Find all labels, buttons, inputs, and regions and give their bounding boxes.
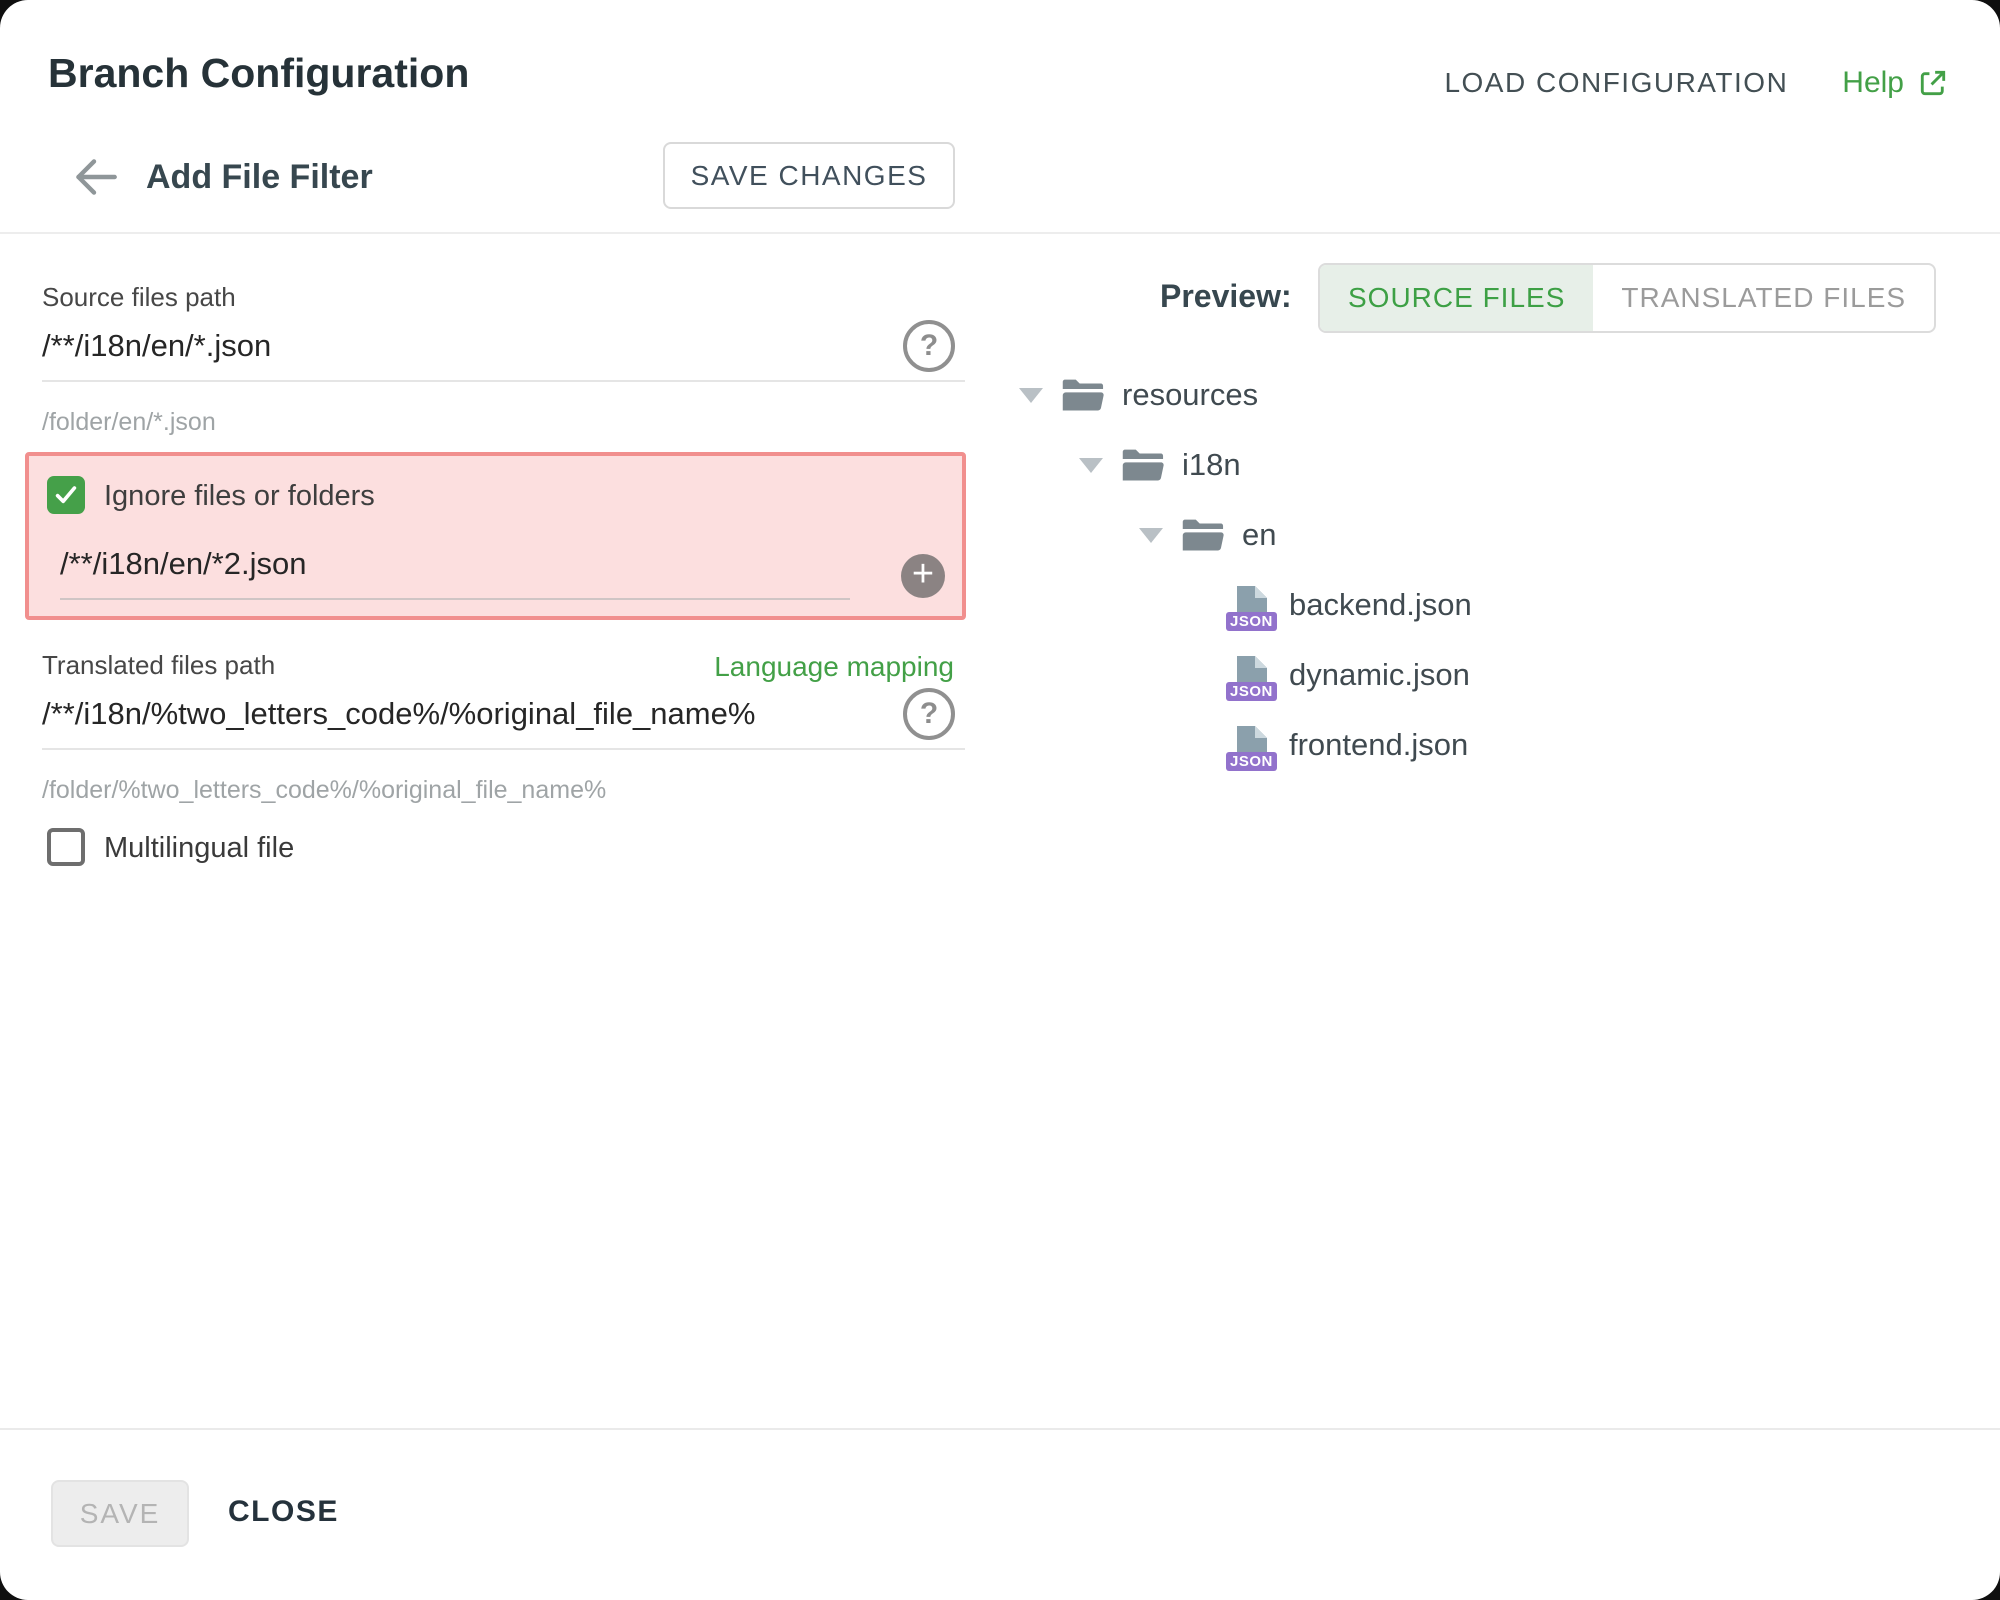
header-divider — [0, 232, 2000, 234]
chevron-expanded-icon[interactable] — [1019, 387, 1043, 403]
tab-translated-files[interactable]: TRANSLATED FILES — [1593, 265, 1934, 331]
file-tree: resources i18n en JSON — [1005, 360, 1472, 780]
translated-path-help-icon[interactable]: ? — [903, 688, 955, 740]
tree-row-folder-resources[interactable]: resources — [1005, 360, 1472, 430]
json-file-icon: JSON — [1226, 724, 1277, 771]
json-badge: JSON — [1226, 682, 1277, 701]
help-link[interactable]: Help — [1842, 66, 1948, 100]
close-button[interactable]: CLOSE — [222, 1494, 345, 1530]
checkmark-icon — [55, 486, 77, 504]
section-title: Add File Filter — [146, 158, 373, 196]
back-button[interactable] — [66, 150, 122, 206]
json-file-icon: JSON — [1226, 654, 1277, 701]
tree-folder-name: en — [1242, 517, 1277, 552]
multilingual-file-label: Multilingual file — [104, 832, 295, 864]
arrow-left-icon — [76, 158, 117, 195]
tree-file-name: frontend.json — [1289, 727, 1469, 762]
save-changes-button[interactable]: SAVE CHANGES — [663, 142, 955, 209]
page-title: Branch Configuration — [48, 50, 470, 96]
preview-label: Preview: — [1160, 278, 1292, 314]
ignore-pattern-input[interactable] — [60, 546, 850, 600]
tree-file-name: dynamic.json — [1289, 657, 1470, 692]
footer-divider — [0, 1428, 2000, 1430]
chevron-expanded-icon[interactable] — [1139, 527, 1163, 543]
tree-folder-name: i18n — [1182, 447, 1241, 482]
tab-source-files[interactable]: SOURCE FILES — [1320, 265, 1594, 331]
preview-toggle: SOURCE FILES TRANSLATED FILES — [1318, 263, 1937, 333]
json-badge: JSON — [1226, 612, 1277, 631]
multilingual-file-checkbox[interactable] — [47, 828, 85, 866]
tree-row-file-frontend: JSON frontend.json — [1005, 710, 1472, 780]
tree-row-folder-en[interactable]: en — [1005, 500, 1472, 570]
load-configuration-button[interactable]: LOAD CONFIGURATION — [1438, 66, 1794, 100]
tree-row-file-backend: JSON backend.json — [1005, 570, 1472, 640]
source-files-path-label: Source files path — [42, 282, 236, 312]
source-path-hint: /folder/en/*.json — [42, 408, 216, 436]
save-button[interactable]: SAVE — [51, 1480, 189, 1547]
tree-file-name: backend.json — [1289, 587, 1472, 622]
tree-folder-name: resources — [1122, 377, 1259, 412]
source-path-help-icon[interactable]: ? — [903, 320, 955, 372]
help-link-label: Help — [1842, 66, 1904, 99]
external-link-icon — [1920, 70, 1946, 96]
ignore-files-checkbox[interactable] — [47, 476, 85, 514]
translated-files-path-input[interactable] — [42, 696, 965, 750]
chevron-expanded-icon[interactable] — [1079, 457, 1103, 473]
json-file-icon: JSON — [1226, 584, 1277, 631]
tree-row-folder-i18n[interactable]: i18n — [1005, 430, 1472, 500]
folder-icon — [1122, 449, 1164, 480]
json-badge: JSON — [1226, 752, 1277, 771]
folder-icon — [1062, 379, 1104, 410]
header-actions: LOAD CONFIGURATION Help — [1438, 66, 1948, 100]
language-mapping-link[interactable]: Language mapping — [708, 650, 960, 684]
source-files-path-input[interactable] — [42, 328, 965, 382]
translated-path-hint: /folder/%two_letters_code%/%original_fil… — [42, 776, 607, 804]
add-ignore-pattern-button[interactable]: + — [901, 554, 945, 598]
translated-files-path-label: Translated files path — [42, 650, 276, 680]
ignore-files-label: Ignore files or folders — [104, 480, 375, 512]
tree-row-file-dynamic: JSON dynamic.json — [1005, 640, 1472, 710]
folder-icon — [1182, 519, 1224, 550]
